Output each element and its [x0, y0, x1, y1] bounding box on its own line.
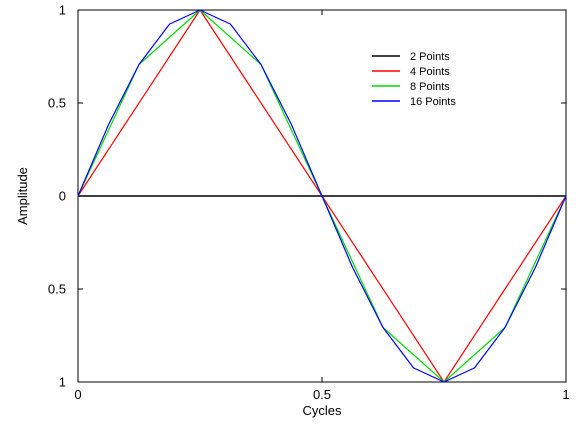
y-tick-label: 1: [59, 3, 66, 18]
series-lines: [77, 9, 567, 383]
y-tick-label: 1: [59, 375, 66, 390]
x-tick-label: 1: [562, 387, 569, 402]
series-line-16-points: [77, 9, 567, 383]
y-tick-label: 0.5: [48, 282, 66, 297]
legend-label-16-points: 16 Points: [410, 96, 456, 108]
y-axis-title: Amplitude: [15, 167, 30, 225]
x-tick-label: 0.5: [313, 387, 331, 402]
legend: 2 Points 4 Points 8 Points 16 Points: [372, 51, 456, 108]
legend-label-4-points: 4 Points: [410, 66, 450, 78]
y-tick-label: 0: [59, 189, 66, 204]
axes: 0 0.5 1 1 0.5 0 0.5 1: [48, 3, 570, 403]
x-tick-label: 0: [74, 387, 81, 402]
x-axis-title: Cycles: [302, 403, 342, 418]
legend-label-2-points: 2 Points: [410, 51, 450, 63]
y-tick-label: 0.5: [48, 96, 66, 111]
legend-label-8-points: 8 Points: [410, 81, 450, 93]
